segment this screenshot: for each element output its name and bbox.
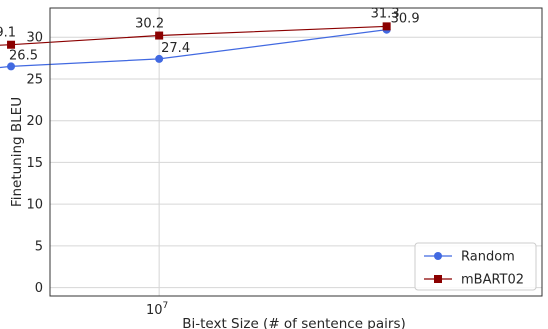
legend-label: mBART02: [461, 273, 524, 288]
plot-frame: [49, 7, 543, 297]
legend-box: [414, 242, 537, 291]
y-tick-label: 5: [35, 239, 43, 254]
data-label-layer: 0.04.49.214.722.426.527.430.920.724.224.…: [0, 6, 420, 63]
data-point: [155, 54, 164, 63]
y-tick-label: 25: [26, 72, 43, 87]
data-label: 29.1: [0, 26, 16, 41]
y-tick-label: 30: [26, 31, 43, 46]
data-point: [7, 62, 16, 71]
legend-marker: [434, 275, 442, 283]
data-label: 31.3: [371, 6, 400, 21]
data-label: 27.4: [161, 41, 190, 56]
y-tick-label: 10: [26, 198, 43, 213]
x-tick-label: 107: [146, 301, 168, 318]
series-layer: [0, 22, 391, 71]
y-axis-label: Finetuning BLEU: [9, 97, 25, 207]
y-tick-label: 0: [35, 281, 43, 296]
data-label: 30.9: [391, 12, 420, 27]
legend: Random mBART02: [414, 242, 537, 291]
series-line-random: [0, 29, 387, 69]
legend-marker: [434, 252, 442, 260]
axis-layer: 051015202530104105106107: [26, 31, 168, 318]
data-label: 30.2: [135, 17, 164, 32]
data-point: [7, 40, 16, 49]
data-point: [382, 22, 391, 31]
y-tick-label: 20: [26, 114, 43, 129]
series-line-mbart02: [0, 25, 387, 46]
y-tick-label: 15: [26, 156, 43, 171]
data-point: [155, 31, 164, 40]
legend-label: Random: [461, 250, 515, 265]
data-label: 26.5: [9, 48, 38, 63]
x-axis-label: Bi-text Size (# of sentence pairs): [182, 316, 406, 329]
